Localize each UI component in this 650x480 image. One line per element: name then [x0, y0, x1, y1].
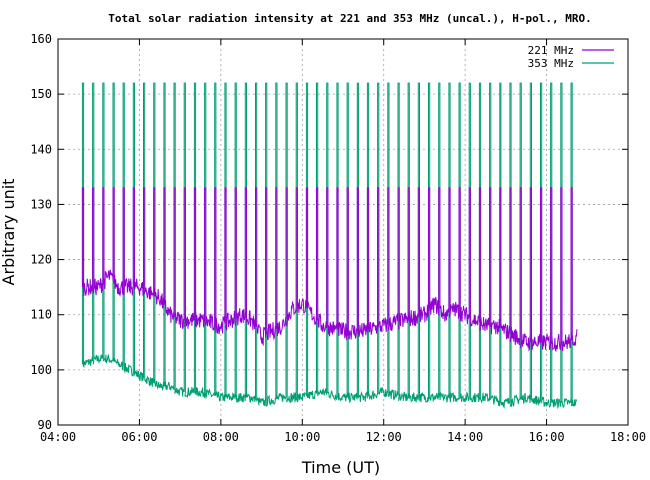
- y-tick-label: 140: [30, 142, 52, 156]
- legend-label: 353 MHz: [528, 57, 574, 70]
- y-tick-label: 160: [30, 32, 52, 46]
- grid: [58, 39, 628, 425]
- y-tick-label: 90: [38, 418, 52, 432]
- x-tick-label: 10:00: [284, 430, 320, 444]
- series-line-221-mhz: [81, 187, 578, 353]
- series-line-353-mhz: [81, 82, 578, 410]
- x-tick-label: 06:00: [121, 430, 157, 444]
- legend-label: 221 MHz: [528, 44, 574, 57]
- x-tick-label: 18:00: [610, 430, 646, 444]
- x-tick-label: 16:00: [529, 430, 565, 444]
- y-tick-label: 130: [30, 197, 52, 211]
- x-tick-label: 08:00: [203, 430, 239, 444]
- y-tick-label: 110: [30, 308, 52, 322]
- series-layer: [81, 82, 578, 410]
- x-tick-label: 04:00: [40, 430, 76, 444]
- y-tick-label: 150: [30, 87, 52, 101]
- x-axis-label: Time (UT): [301, 458, 380, 477]
- x-tick-label: 12:00: [366, 430, 402, 444]
- chart-title: Total solar radiation intensity at 221 a…: [108, 12, 591, 25]
- y-axis-label: Arbitrary unit: [0, 179, 18, 286]
- y-tick-label: 100: [30, 363, 52, 377]
- plot-frame: [57, 38, 629, 426]
- y-tick-label: 120: [30, 253, 52, 267]
- x-tick-label: 14:00: [447, 430, 483, 444]
- tick-labels: 04:00 06:00 08:00 10:00 12:00 14:00 16:00 18:00…: [30, 32, 646, 444]
